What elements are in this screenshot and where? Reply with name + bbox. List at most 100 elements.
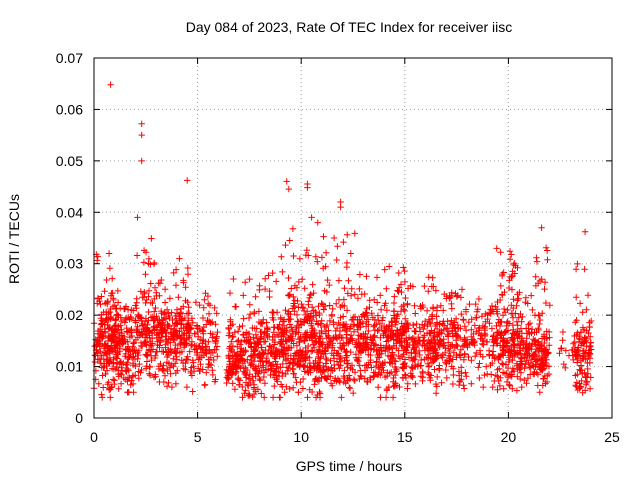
roti-point xyxy=(296,338,303,346)
roti-point xyxy=(256,282,263,289)
chart-title: Day 084 of 2023, Rate Of TEC Index for r… xyxy=(186,19,513,35)
roti-point xyxy=(99,321,106,328)
roti-point xyxy=(214,328,221,336)
roti-point xyxy=(263,323,271,331)
roti-point xyxy=(341,357,348,364)
roti-point xyxy=(559,337,566,344)
roti-point xyxy=(516,333,523,340)
roti-point xyxy=(322,249,330,256)
roti-point xyxy=(354,357,361,364)
roti-point xyxy=(117,322,124,329)
roti-point xyxy=(105,379,112,386)
roti-point xyxy=(562,347,569,354)
roti-point xyxy=(183,383,191,391)
roti-point xyxy=(117,380,125,387)
roti-point xyxy=(434,331,442,338)
roti-point xyxy=(311,381,318,388)
roti-point xyxy=(116,345,124,352)
roti-point xyxy=(290,300,297,307)
roti-point xyxy=(401,356,409,363)
roti-point xyxy=(265,272,272,279)
roti-point xyxy=(410,338,418,345)
roti-point xyxy=(234,350,241,357)
roti-point xyxy=(535,311,542,319)
roti-point xyxy=(286,292,293,299)
roti-point xyxy=(168,349,175,356)
roti-point xyxy=(94,350,101,357)
roti-point xyxy=(226,361,233,368)
roti-point xyxy=(176,328,183,335)
roti-point xyxy=(173,356,180,363)
roti-point xyxy=(500,347,508,354)
roti-point xyxy=(286,237,293,244)
roti-point xyxy=(244,356,251,363)
roti-point xyxy=(433,304,441,311)
roti-point xyxy=(426,319,433,326)
roti-point xyxy=(545,370,553,378)
roti-point xyxy=(466,300,473,308)
roti-point xyxy=(332,327,339,335)
roti-point xyxy=(499,291,506,299)
roti-point xyxy=(278,253,285,260)
roti-point xyxy=(479,340,486,348)
roti-point xyxy=(305,301,312,308)
roti-point xyxy=(496,365,503,372)
roti-point xyxy=(465,353,472,361)
roti-point xyxy=(323,321,331,329)
roti-point xyxy=(439,340,447,347)
roti-point xyxy=(440,307,447,314)
roti-point xyxy=(518,330,526,337)
roti-point xyxy=(345,277,352,284)
roti-point xyxy=(307,348,315,355)
roti-point xyxy=(510,296,517,303)
roti-point xyxy=(490,333,497,340)
roti-point xyxy=(336,340,344,347)
roti-point xyxy=(586,359,593,366)
roti-point xyxy=(307,291,314,298)
roti-point xyxy=(318,300,325,307)
roti-point xyxy=(262,338,269,345)
roti-point xyxy=(316,390,324,397)
roti-point xyxy=(506,382,514,389)
roti-point xyxy=(342,354,350,361)
roti-point xyxy=(347,332,355,339)
roti-point xyxy=(288,324,295,331)
roti-point xyxy=(462,327,470,334)
roti-point xyxy=(581,337,588,345)
roti-point xyxy=(142,299,149,307)
roti-point xyxy=(453,333,460,340)
roti-point xyxy=(452,290,459,297)
roti-point xyxy=(427,320,434,327)
roti-point xyxy=(446,355,453,362)
roti-point xyxy=(110,366,118,373)
roti-point xyxy=(232,362,240,370)
roti-point xyxy=(432,380,440,388)
roti-point xyxy=(164,339,171,347)
roti-point xyxy=(514,351,521,358)
roti-point xyxy=(175,294,182,301)
roti-point xyxy=(412,380,419,388)
roti-point xyxy=(209,318,216,326)
roti-point xyxy=(117,314,124,321)
roti-point xyxy=(126,334,134,341)
roti-point xyxy=(161,286,169,293)
roti-point xyxy=(483,338,491,346)
roti-point xyxy=(127,381,134,389)
roti-point xyxy=(514,322,521,329)
roti-point xyxy=(450,349,457,356)
roti-point xyxy=(402,294,409,302)
roti-point xyxy=(209,349,217,357)
roti-point xyxy=(533,258,541,265)
roti-point xyxy=(190,367,198,375)
roti-point xyxy=(97,301,104,308)
roti-point xyxy=(326,317,334,325)
roti-point xyxy=(506,273,514,281)
roti-point xyxy=(542,244,550,251)
roti-point xyxy=(487,310,494,317)
roti-point xyxy=(185,334,193,341)
roti-point xyxy=(213,346,220,353)
roti-point xyxy=(227,367,234,374)
roti-point xyxy=(317,321,324,329)
roti-point xyxy=(247,310,254,318)
